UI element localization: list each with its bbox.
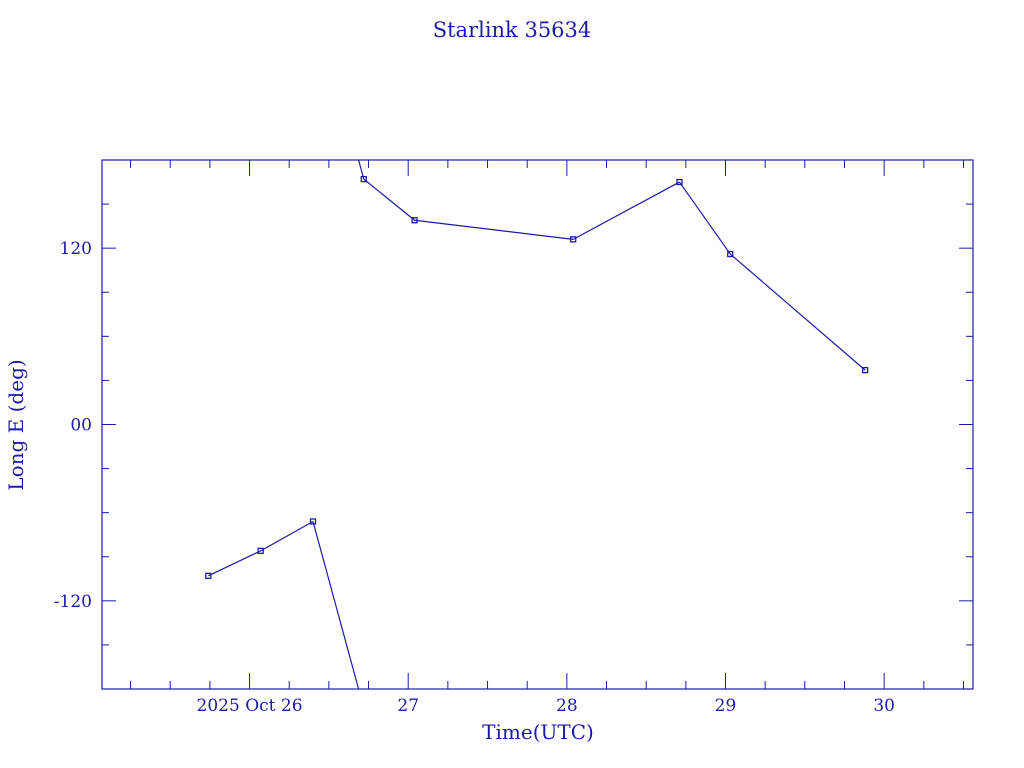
line-segment	[572, 181, 680, 240]
data-point	[257, 547, 264, 555]
line-segment	[260, 520, 314, 552]
plot-frame	[101, 159, 974, 690]
line-segment	[679, 181, 731, 255]
y-tick-label: 00	[70, 416, 92, 436]
y-tick-label: 120	[60, 239, 92, 259]
y-tick-label: -120	[54, 592, 92, 612]
data-point	[309, 518, 317, 525]
line-segment	[363, 178, 415, 221]
data-point	[676, 178, 683, 186]
data-point	[411, 217, 418, 224]
line-segment	[414, 219, 574, 240]
chart-title: Starlink 35634	[433, 18, 592, 42]
data-point	[570, 236, 577, 243]
x-axis-label: Time(UTC)	[482, 720, 594, 744]
data-point	[727, 250, 734, 258]
x-tick-label: 29	[715, 696, 737, 716]
series-line	[208, 159, 866, 690]
tick-labels: 2025 Oct 26 27 28 29 30 120 00 -120	[54, 239, 895, 716]
y-axis-label: Long E (deg)	[4, 359, 28, 490]
data-point	[205, 572, 212, 580]
x-tick-label: 2025 Oct 26	[197, 696, 303, 716]
x-tick-label: 28	[556, 696, 578, 716]
line-segment	[729, 253, 866, 371]
x-tick-label: 27	[397, 696, 419, 716]
data-point	[360, 175, 367, 183]
line-segment	[312, 521, 360, 690]
series-markers	[205, 175, 869, 580]
axis-ticks	[102, 160, 973, 689]
line-segment	[208, 550, 261, 577]
line-segment	[358, 159, 365, 180]
x-tick-label: 30	[873, 696, 895, 716]
data-point	[861, 366, 869, 374]
